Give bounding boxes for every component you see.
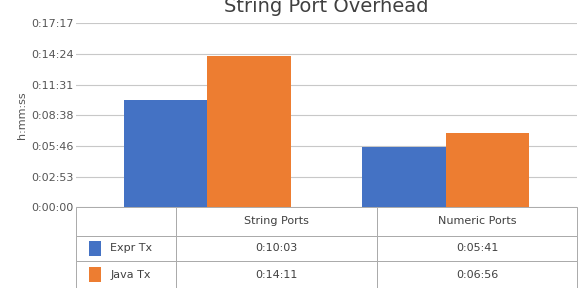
Bar [124, 100, 207, 207]
Bar [207, 56, 291, 207]
FancyBboxPatch shape [176, 207, 377, 236]
FancyBboxPatch shape [176, 236, 377, 262]
FancyBboxPatch shape [76, 236, 176, 262]
FancyBboxPatch shape [76, 262, 176, 288]
FancyBboxPatch shape [88, 268, 101, 282]
Y-axis label: h:mm:ss: h:mm:ss [16, 91, 26, 139]
FancyBboxPatch shape [76, 207, 176, 236]
Bar [446, 133, 530, 207]
FancyBboxPatch shape [377, 207, 577, 236]
Text: 0:06:56: 0:06:56 [456, 270, 498, 280]
Text: 0:05:41: 0:05:41 [456, 243, 498, 253]
Title: String Port Overhead: String Port Overhead [224, 0, 429, 16]
Text: 0:10:03: 0:10:03 [255, 243, 298, 253]
Text: Java Tx: Java Tx [110, 270, 151, 280]
Text: String Ports: String Ports [244, 217, 309, 226]
FancyBboxPatch shape [176, 262, 377, 288]
Text: Numeric Ports: Numeric Ports [438, 217, 516, 226]
Bar [363, 147, 446, 207]
Text: 0:14:11: 0:14:11 [255, 270, 298, 280]
FancyBboxPatch shape [377, 236, 577, 262]
FancyBboxPatch shape [88, 241, 101, 256]
FancyBboxPatch shape [377, 262, 577, 288]
Text: Expr Tx: Expr Tx [110, 243, 152, 253]
